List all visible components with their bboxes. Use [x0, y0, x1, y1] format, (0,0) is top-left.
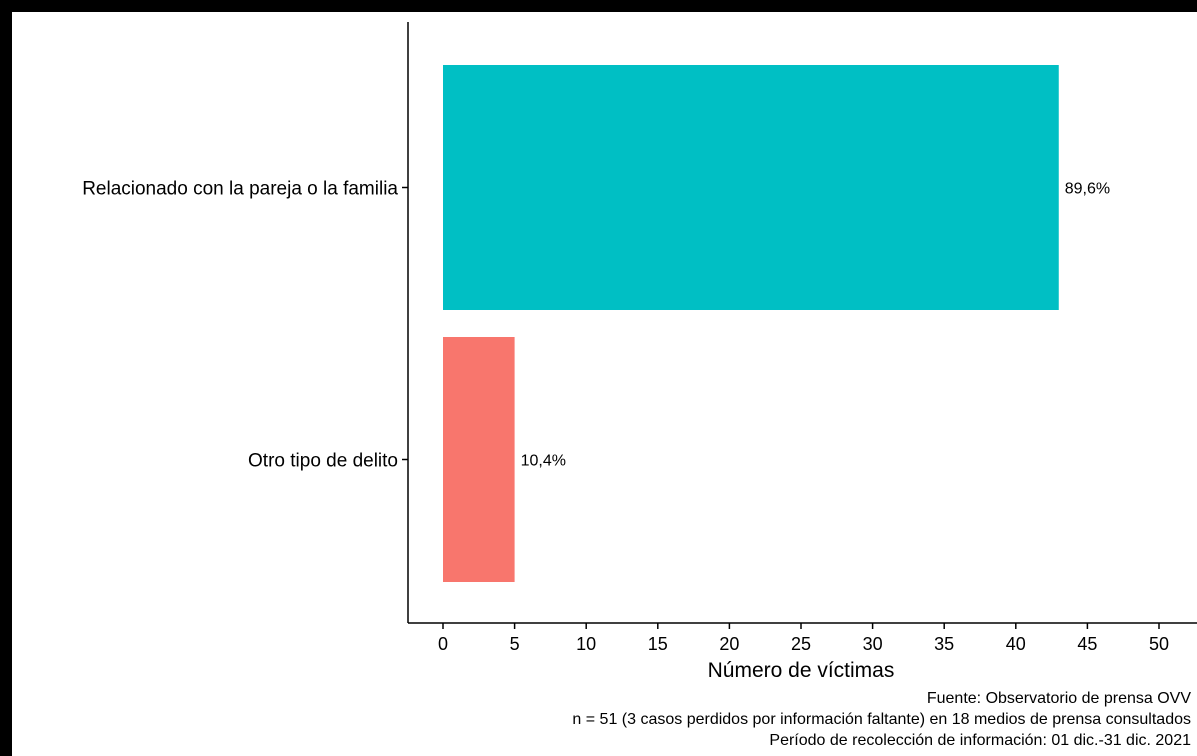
bar-value-label-2: 10,4%: [521, 453, 566, 470]
frame-left-border: [0, 0, 12, 756]
bar-1: [443, 65, 1059, 310]
y-tick-label-1: Relacionado con la pareja o la familia: [82, 179, 398, 200]
x-axis-label: Número de víctimas: [708, 659, 895, 682]
x-tick-label-2: 10: [576, 634, 596, 654]
y-tick-label-2: Otro tipo de delito: [248, 451, 398, 472]
x-tick-label-0: 0: [438, 634, 448, 654]
caption-period: Período de recolección de información: 0…: [769, 732, 1191, 749]
x-tick-label-4: 20: [719, 634, 739, 654]
x-tick-label-10: 50: [1149, 634, 1169, 654]
x-tick-label-5: 25: [791, 634, 811, 654]
bar-value-label-1: 89,6%: [1065, 181, 1110, 198]
x-tick-label-1: 5: [510, 634, 520, 654]
x-tick-label-8: 40: [1006, 634, 1026, 654]
frame-top-border: [0, 0, 1197, 12]
x-tick-label-3: 15: [648, 634, 668, 654]
x-tick-label-9: 45: [1077, 634, 1097, 654]
caption-sample: n = 51 (3 casos perdidos por información…: [572, 711, 1191, 728]
x-tick-label-7: 35: [934, 634, 954, 654]
bar-2: [443, 337, 515, 582]
caption-source: Fuente: Observatorio de prensa OVV: [926, 690, 1191, 707]
x-tick-label-6: 30: [863, 634, 883, 654]
